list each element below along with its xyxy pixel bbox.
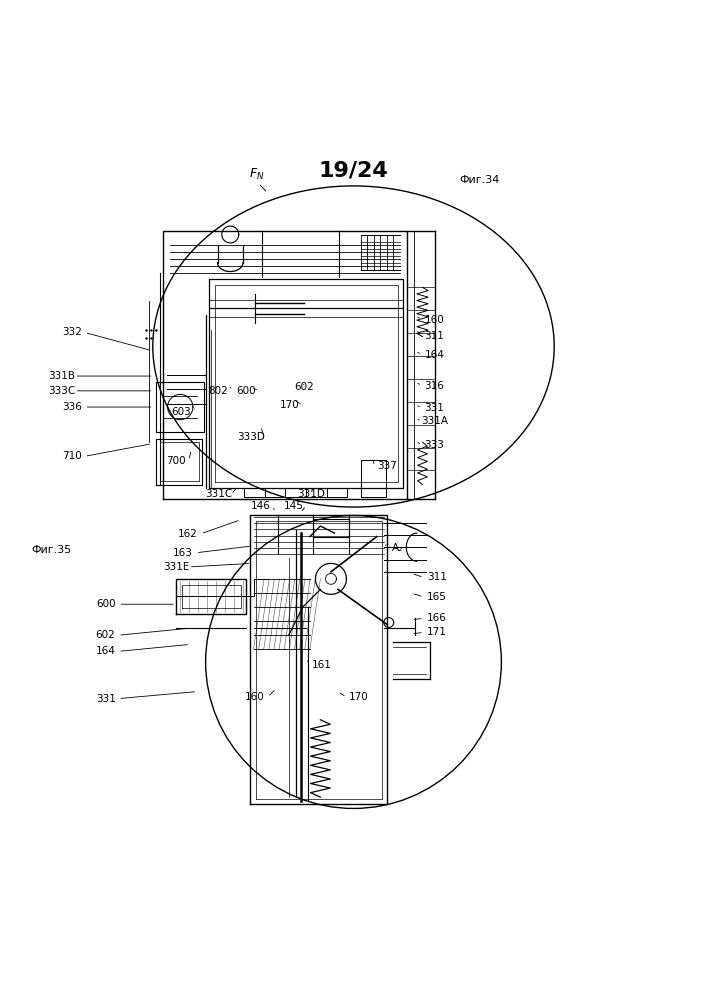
Text: 602: 602 — [95, 630, 115, 640]
Text: 145: 145 — [284, 501, 303, 511]
Text: 170: 170 — [280, 400, 300, 410]
Text: Фиг.35: Фиг.35 — [31, 545, 71, 555]
Text: 600: 600 — [96, 599, 115, 609]
Text: 165: 165 — [426, 592, 447, 602]
Text: 19/24: 19/24 — [319, 160, 388, 180]
Text: 311: 311 — [424, 331, 445, 341]
Text: 166: 166 — [426, 613, 447, 623]
Text: 333C: 333C — [48, 386, 76, 396]
Text: $F_N$: $F_N$ — [250, 167, 265, 182]
Text: 311: 311 — [426, 572, 447, 582]
Text: 331A: 331A — [421, 416, 448, 426]
Text: 171: 171 — [426, 627, 447, 637]
Text: 602: 602 — [294, 382, 314, 392]
Text: 331: 331 — [424, 403, 445, 413]
Text: 146: 146 — [250, 501, 271, 511]
Text: 160: 160 — [425, 315, 445, 325]
Text: 331: 331 — [95, 694, 115, 704]
Text: 162: 162 — [178, 529, 198, 539]
Text: 163: 163 — [173, 548, 193, 558]
Text: 316: 316 — [424, 381, 445, 391]
Text: 333: 333 — [424, 440, 445, 450]
Text: 333D: 333D — [238, 432, 265, 442]
Text: Фиг.34: Фиг.34 — [459, 175, 500, 185]
Text: 332: 332 — [62, 327, 82, 337]
Text: 336: 336 — [62, 402, 82, 412]
Text: 160: 160 — [245, 692, 265, 702]
Text: A₂: A₂ — [392, 543, 403, 553]
Text: 164: 164 — [424, 350, 445, 360]
Text: 710: 710 — [62, 451, 82, 461]
Text: 170: 170 — [349, 692, 369, 702]
Text: 331D: 331D — [298, 489, 325, 499]
Text: 161: 161 — [312, 660, 332, 670]
Text: 164: 164 — [95, 646, 115, 656]
Text: 603: 603 — [171, 407, 191, 417]
Text: 700: 700 — [166, 456, 186, 466]
Text: 337: 337 — [378, 461, 397, 471]
Text: 600: 600 — [237, 386, 256, 396]
Text: 802: 802 — [209, 386, 228, 396]
Text: 331B: 331B — [49, 371, 76, 381]
Text: 331E: 331E — [163, 562, 189, 572]
Text: 331C: 331C — [204, 489, 232, 499]
